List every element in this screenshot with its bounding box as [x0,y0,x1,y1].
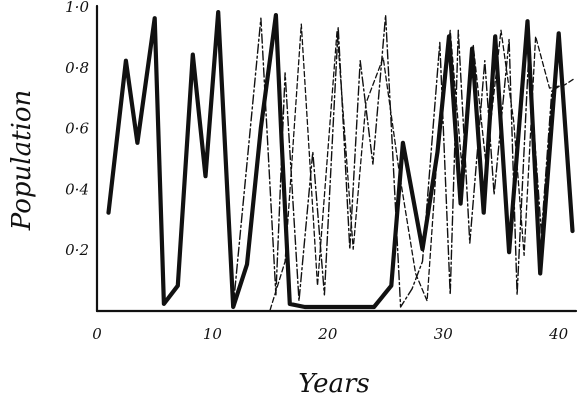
x-tick-label: 10 [203,325,223,343]
x-tick-labels: 0 10 20 30 40 [92,325,568,343]
x-axis-title: Years [298,369,370,399]
y-tick-label: 0·8 [65,59,89,77]
y-tick-labels: 0·2 0·4 0·6 0·8 1·0 [65,0,89,259]
series-line-solid-thick [106,10,575,310]
y-tick-label: 0·2 [65,241,89,259]
y-axis-title: Population [7,90,37,231]
y-tick-label: 0·4 [65,180,89,198]
x-tick-label: 30 [434,325,454,343]
y-tick-label: 1·0 [65,0,89,16]
series-line-dash-dot [232,14,567,308]
y-tick-label: 0·6 [65,120,89,138]
x-tick-label: 40 [548,325,569,343]
series-line-dashed-thin [269,23,575,311]
x-tick-label: 20 [317,325,338,343]
series-layer [106,10,575,311]
x-tick-label: 0 [92,325,102,343]
